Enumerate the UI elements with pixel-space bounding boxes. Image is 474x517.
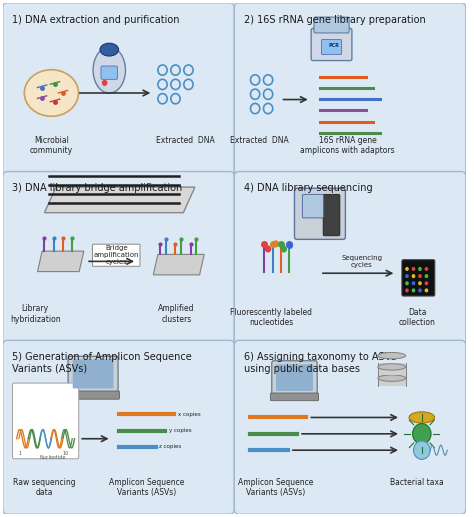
Text: 2) 16S rRNA gene library preparation: 2) 16S rRNA gene library preparation — [244, 14, 425, 24]
Ellipse shape — [93, 47, 126, 93]
Circle shape — [425, 288, 428, 293]
FancyBboxPatch shape — [12, 383, 79, 459]
FancyBboxPatch shape — [3, 172, 234, 345]
FancyBboxPatch shape — [234, 172, 466, 345]
FancyBboxPatch shape — [68, 356, 118, 393]
Circle shape — [273, 240, 279, 248]
Ellipse shape — [100, 43, 118, 56]
Ellipse shape — [378, 364, 406, 370]
Text: x copies: x copies — [178, 412, 201, 417]
FancyBboxPatch shape — [234, 3, 466, 177]
Text: Sequencing
cycles: Sequencing cycles — [341, 255, 382, 268]
FancyBboxPatch shape — [378, 375, 406, 386]
Circle shape — [287, 242, 293, 249]
FancyBboxPatch shape — [321, 40, 342, 54]
Text: Fluorescently labeled
nucleotides: Fluorescently labeled nucleotides — [230, 308, 312, 327]
Ellipse shape — [412, 423, 431, 444]
Circle shape — [411, 288, 415, 293]
Text: 10: 10 — [63, 451, 69, 456]
Text: 4) DNA library sequencing: 4) DNA library sequencing — [244, 184, 372, 193]
Circle shape — [411, 274, 415, 278]
Ellipse shape — [378, 353, 406, 359]
Polygon shape — [45, 187, 195, 212]
Circle shape — [411, 267, 415, 271]
Text: 1) DNA extraction and purification: 1) DNA extraction and purification — [12, 14, 180, 24]
Circle shape — [418, 274, 422, 278]
Text: Library
hybridization: Library hybridization — [10, 305, 61, 324]
FancyBboxPatch shape — [73, 359, 113, 388]
Circle shape — [418, 267, 422, 271]
Text: Amplified
clusters: Amplified clusters — [158, 305, 195, 324]
FancyBboxPatch shape — [234, 340, 466, 514]
FancyBboxPatch shape — [276, 364, 313, 391]
Polygon shape — [153, 254, 204, 275]
Text: Bridge
amplification
cycles: Bridge amplification cycles — [93, 245, 139, 265]
Circle shape — [418, 281, 422, 285]
Circle shape — [405, 281, 409, 285]
FancyBboxPatch shape — [270, 393, 319, 401]
FancyBboxPatch shape — [402, 260, 435, 296]
Ellipse shape — [378, 375, 406, 382]
Circle shape — [413, 441, 430, 460]
FancyBboxPatch shape — [101, 66, 118, 79]
Text: PCR: PCR — [328, 43, 339, 48]
Text: Extracted  DNA: Extracted DNA — [156, 135, 215, 145]
Text: Raw sequencing
data: Raw sequencing data — [13, 478, 76, 497]
Ellipse shape — [409, 412, 435, 423]
Text: 5) Generation of Amplicon Sequence
Variants (ASVs): 5) Generation of Amplicon Sequence Varia… — [12, 352, 192, 374]
Circle shape — [281, 246, 287, 253]
Text: Amplicon Sequence
Variants (ASVs): Amplicon Sequence Variants (ASVs) — [238, 478, 314, 497]
Circle shape — [425, 267, 428, 271]
FancyBboxPatch shape — [323, 194, 340, 236]
Polygon shape — [37, 251, 84, 271]
FancyBboxPatch shape — [302, 194, 324, 218]
Circle shape — [102, 80, 108, 86]
Text: 1: 1 — [19, 451, 22, 456]
Circle shape — [418, 288, 422, 293]
FancyBboxPatch shape — [67, 391, 119, 399]
Text: Data
collection: Data collection — [399, 308, 436, 327]
FancyBboxPatch shape — [3, 340, 234, 514]
Text: y copies: y copies — [169, 428, 191, 433]
Circle shape — [405, 274, 409, 278]
Circle shape — [405, 267, 409, 271]
Text: Amplicon Sequence
Variants (ASVs): Amplicon Sequence Variants (ASVs) — [109, 478, 184, 497]
Circle shape — [265, 246, 271, 253]
FancyBboxPatch shape — [3, 3, 234, 177]
FancyBboxPatch shape — [294, 188, 346, 239]
Circle shape — [405, 288, 409, 293]
Text: Bacterial taxa: Bacterial taxa — [390, 478, 444, 487]
Circle shape — [425, 274, 428, 278]
Text: Nucleotide: Nucleotide — [40, 455, 66, 460]
Text: 16S rRNA gene
amplicons with adaptors: 16S rRNA gene amplicons with adaptors — [301, 135, 395, 155]
Text: Extracted  DNA: Extracted DNA — [230, 135, 289, 145]
FancyBboxPatch shape — [314, 17, 349, 33]
Text: 6) Assigning taxonomy to ASVs
using public data bases: 6) Assigning taxonomy to ASVs using publ… — [244, 352, 396, 374]
Ellipse shape — [24, 70, 79, 116]
Text: 3) DNA library bridge amplification: 3) DNA library bridge amplification — [12, 184, 182, 193]
FancyBboxPatch shape — [311, 28, 352, 60]
Circle shape — [411, 281, 415, 285]
Text: z copies: z copies — [159, 445, 182, 449]
FancyBboxPatch shape — [378, 363, 406, 375]
Circle shape — [425, 281, 428, 285]
FancyBboxPatch shape — [272, 361, 317, 396]
Text: Microbial
community: Microbial community — [30, 135, 73, 155]
